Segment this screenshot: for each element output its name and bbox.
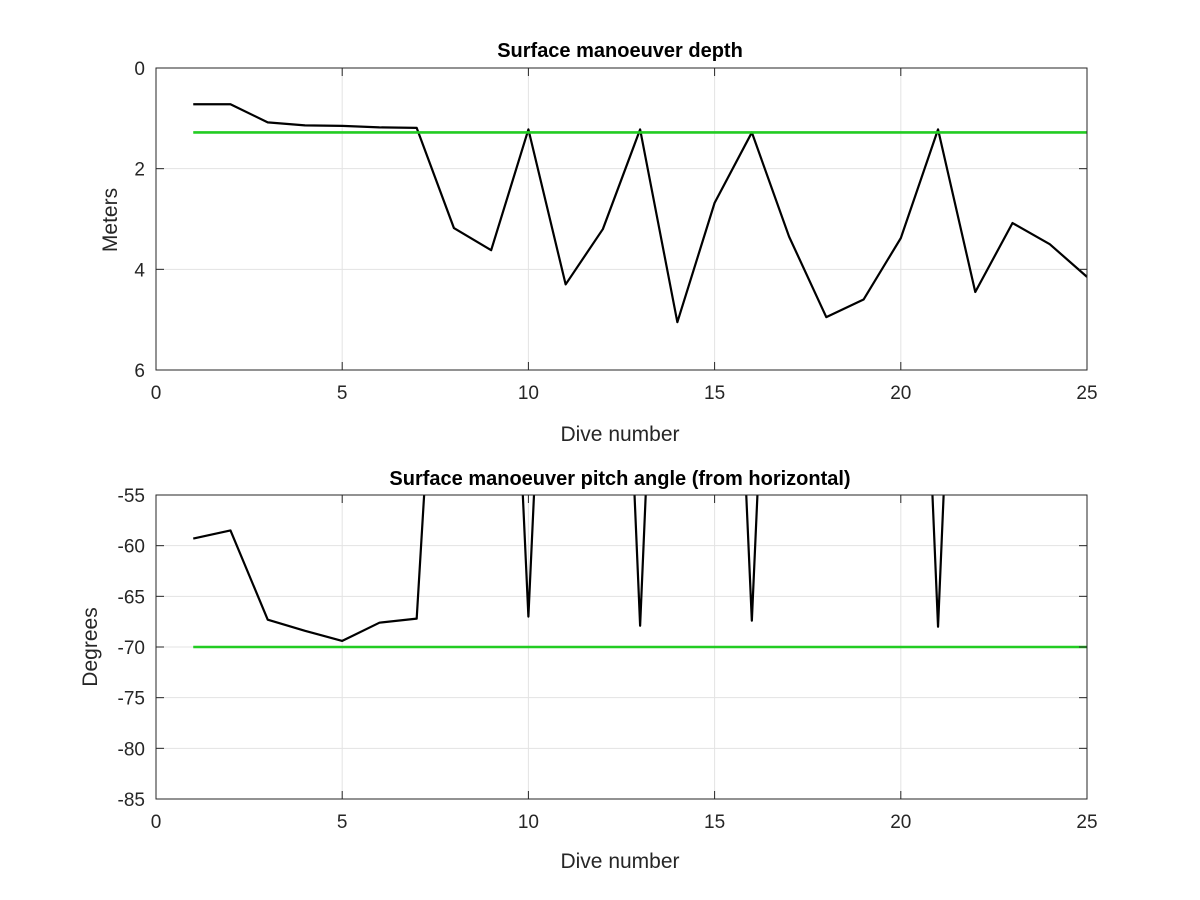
- depth-chart-ytick-label: 0: [134, 59, 145, 80]
- depth-chart-series-group: [193, 103, 1087, 324]
- depth-chart-xlabel: Dive number: [560, 423, 679, 446]
- pitch-chart-series-group: [193, 495, 1087, 649]
- depth-chart-ytick-label: 2: [134, 160, 145, 181]
- depth-chart-xtick-label: 25: [1076, 383, 1097, 404]
- pitch-chart-xtick-label: 5: [337, 812, 348, 833]
- depth-chart-xtick-label: 20: [890, 383, 911, 404]
- depth-chart-series-0-line: [193, 103, 1087, 324]
- pitch-chart-xtick-label: 10: [518, 812, 539, 833]
- depth-chart-ylabel: Meters: [99, 188, 122, 252]
- pitch-chart-xtick-label: 20: [890, 812, 911, 833]
- pitch-chart-xtick-label: 25: [1076, 812, 1097, 833]
- pitch-chart-ytick-label: -80: [118, 739, 145, 760]
- depth-chart-grid: [155, 67, 1088, 371]
- pitch-chart-ytick-label: -55: [118, 486, 145, 507]
- pitch-chart-title: Surface manoeuver pitch angle (from hori…: [389, 468, 850, 490]
- pitch-chart-series-0-line: [931, 495, 945, 628]
- pitch-chart-series-0-line: [521, 495, 536, 618]
- pitch-chart-xlabel: Dive number: [560, 850, 679, 873]
- depth-chart-xtick-label: 10: [518, 383, 539, 404]
- depth-chart-xtick-label: 5: [337, 383, 348, 404]
- pitch-chart: Surface manoeuver pitch angle (from hori…: [79, 468, 1098, 873]
- pitch-chart-series-0-line: [193, 495, 426, 643]
- pitch-chart-series-0-line: [633, 495, 647, 627]
- pitch-chart-xtick-label: 15: [704, 812, 725, 833]
- depth-chart-ytick-label: 4: [134, 260, 145, 281]
- depth-chart-xtick-label: 0: [151, 383, 162, 404]
- pitch-chart-series-0-line: [745, 495, 759, 622]
- depth-chart-xtick-label: 15: [704, 383, 725, 404]
- depth-chart-axes-frame: [155, 67, 1088, 371]
- pitch-chart-ylabel: Degrees: [79, 607, 102, 686]
- pitch-chart-xtick-label: 0: [151, 812, 162, 833]
- pitch-chart-ytick-label: -65: [118, 587, 145, 608]
- depth-chart: Surface manoeuver depth Dive number Mete…: [99, 40, 1098, 446]
- pitch-chart-ytick-label: -85: [118, 790, 145, 811]
- depth-chart-title: Surface manoeuver depth: [497, 40, 743, 62]
- pitch-chart-ytick-label: -70: [118, 638, 145, 659]
- depth-chart-ticks: 0 5 10 15 20 25 0 2 4 6: [134, 59, 1097, 404]
- pitch-chart-ticks: 0 5 10 15 20 25 -55 -60 -65 -70 -75 -80 -85: [118, 486, 1098, 833]
- pitch-chart-ytick-label: -60: [118, 537, 145, 558]
- depth-chart-ytick-label: 6: [134, 361, 145, 382]
- pitch-chart-ytick-label: -75: [118, 689, 145, 710]
